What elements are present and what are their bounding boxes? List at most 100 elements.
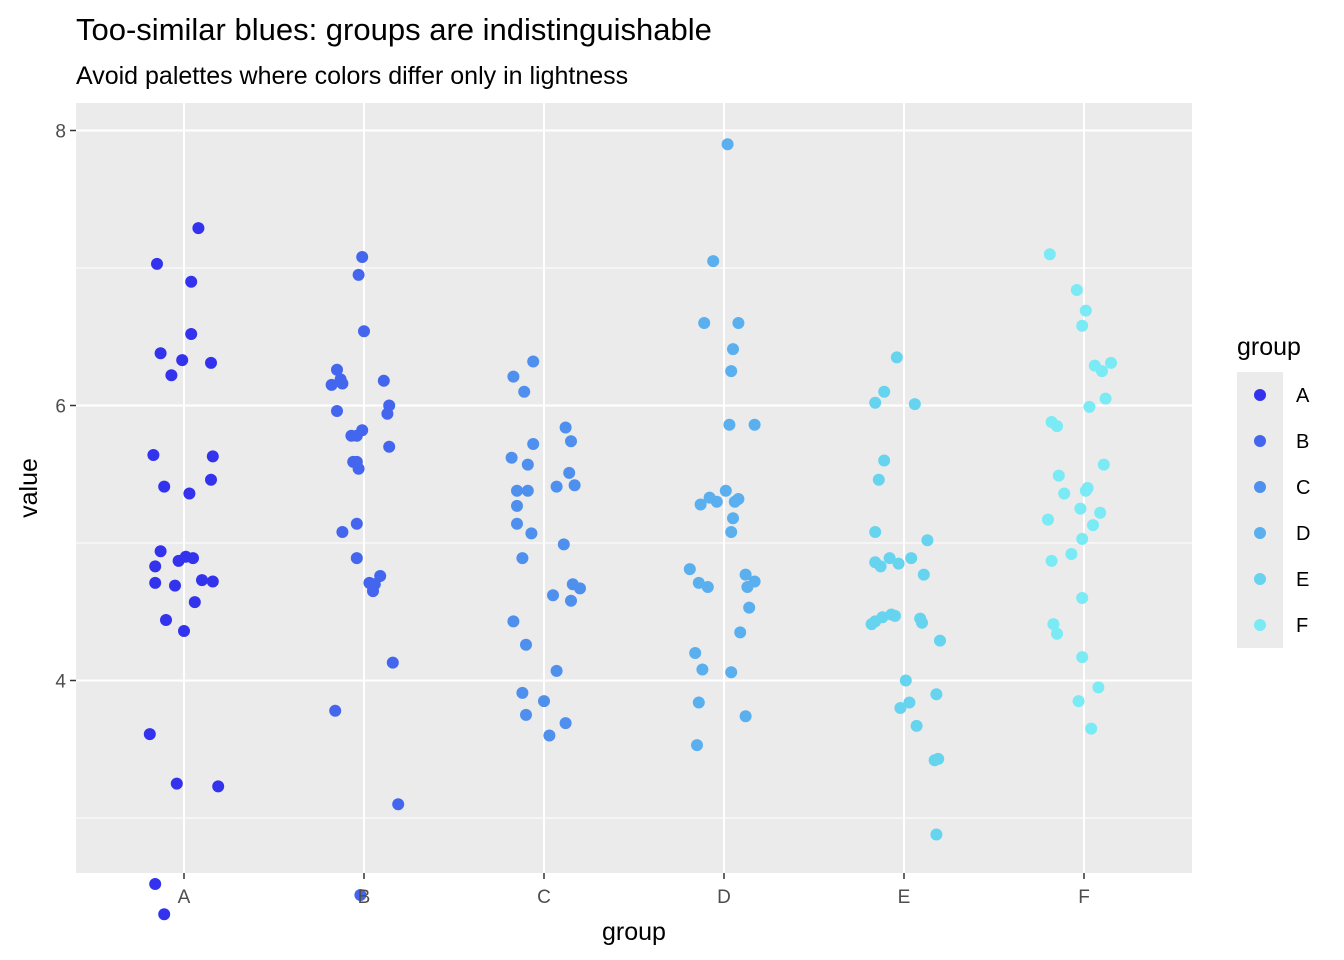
data-point	[511, 517, 523, 530]
data-point	[559, 421, 572, 434]
data-point	[689, 647, 702, 659]
data-point	[1076, 319, 1089, 332]
data-point	[1076, 532, 1089, 545]
data-point	[1097, 458, 1110, 471]
data-point	[176, 354, 189, 367]
data-point	[1074, 502, 1087, 515]
data-point	[1058, 487, 1071, 500]
data-point	[350, 517, 363, 530]
legend-key	[1254, 389, 1266, 401]
data-point	[527, 438, 540, 450]
data-point	[169, 579, 181, 592]
data-point	[725, 666, 738, 679]
data-point	[538, 695, 550, 708]
data-point	[505, 451, 518, 464]
data-point	[1045, 554, 1058, 567]
data-point	[381, 407, 394, 420]
data-point	[916, 616, 928, 629]
legend-label: E	[1296, 569, 1309, 591]
data-point	[574, 582, 586, 595]
data-point	[212, 780, 225, 793]
data-point	[698, 317, 711, 329]
data-point	[1076, 592, 1089, 604]
x-tick-label: A	[178, 887, 191, 908]
data-point	[727, 343, 739, 356]
data-point	[1065, 548, 1078, 560]
data-point	[525, 527, 538, 540]
legend-items: A B C D E F	[1254, 385, 1310, 637]
data-point	[1099, 392, 1112, 405]
data-point	[550, 480, 563, 493]
data-point	[878, 385, 891, 398]
y-tick-label: 6	[55, 397, 66, 418]
data-point	[547, 589, 559, 602]
data-point	[206, 575, 219, 588]
data-point	[1051, 420, 1063, 433]
data-point	[691, 739, 703, 752]
chart-title: Too-similar blues: groups are indistingu…	[76, 12, 712, 47]
data-point	[185, 328, 198, 340]
data-point	[550, 664, 563, 677]
data-point	[356, 251, 369, 263]
legend-key	[1254, 619, 1266, 631]
x-tick-label: E	[898, 887, 911, 908]
data-point	[696, 663, 709, 676]
data-point	[507, 615, 520, 628]
data-point	[910, 719, 923, 732]
major-gridlines	[76, 103, 1192, 873]
data-points	[143, 138, 1117, 921]
data-point	[1070, 284, 1083, 296]
data-point	[932, 752, 945, 765]
data-point	[350, 429, 363, 442]
data-point	[719, 484, 732, 497]
data-point	[741, 581, 754, 593]
x-axis: A B C D E F	[178, 873, 1090, 908]
data-point	[934, 634, 946, 647]
data-point	[205, 356, 217, 369]
data-point	[905, 552, 918, 565]
legend-label: F	[1296, 615, 1308, 637]
data-point	[516, 686, 529, 699]
data-point	[331, 405, 343, 417]
data-point	[1042, 513, 1054, 526]
data-point	[1105, 356, 1117, 369]
data-point	[192, 222, 205, 235]
legend-label: A	[1296, 385, 1310, 407]
data-point	[1079, 304, 1092, 317]
data-point	[1094, 506, 1107, 519]
data-point	[692, 576, 705, 589]
data-point	[725, 365, 738, 378]
x-tick-label: B	[358, 887, 371, 908]
data-point	[694, 498, 707, 511]
data-point	[206, 450, 219, 463]
data-point	[903, 696, 916, 709]
legend: group A B C D E F	[1237, 333, 1310, 648]
y-tick-label: 4	[55, 672, 66, 693]
data-point	[158, 908, 171, 921]
y-axis-title: value	[15, 458, 43, 518]
data-point	[1083, 400, 1096, 413]
data-point	[521, 458, 534, 471]
data-point	[520, 638, 532, 651]
data-point	[354, 889, 367, 901]
data-point	[170, 777, 183, 790]
data-point	[1051, 627, 1063, 640]
data-point	[367, 585, 379, 598]
data-point	[930, 688, 943, 701]
data-point	[187, 552, 199, 565]
data-point	[748, 418, 761, 431]
data-point	[1092, 681, 1105, 694]
data-point	[527, 355, 540, 368]
data-point	[732, 317, 745, 329]
data-point	[507, 370, 520, 383]
data-point	[917, 568, 930, 581]
data-point	[890, 351, 903, 364]
data-point	[739, 568, 752, 581]
data-point	[205, 473, 217, 486]
legend-keys-background	[1237, 372, 1283, 648]
data-point	[511, 499, 523, 512]
data-point	[1047, 618, 1060, 631]
data-point	[392, 798, 405, 811]
